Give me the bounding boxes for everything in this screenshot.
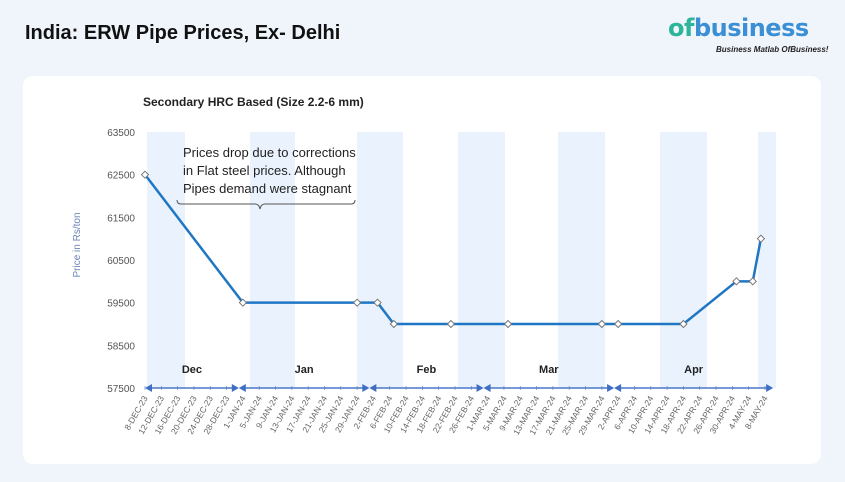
arrow-head-right [607,384,615,392]
data-point-marker [389,319,399,329]
y-tick-label: 57500 [107,384,135,395]
y-axis-label: Price in Rs/ton [72,212,83,277]
arrow-head-right [231,384,239,392]
background-band [558,132,605,388]
data-point-marker [238,298,248,307]
chart-title: Secondary HRC Based (Size 2.2-6 mm) [143,95,364,109]
background-band [357,132,403,388]
page-title: India: ERW Pipe Prices, Ex- Delhi [25,22,341,44]
data-point-marker [679,319,688,329]
data-point-marker [373,298,382,307]
data-point-marker [732,277,741,286]
data-point-marker [597,319,607,329]
logo-tagline: Business Matlab OfBusiness! [716,45,829,54]
arrow-head-left [483,384,491,392]
background-band [458,132,505,388]
y-tick-label: 63500 [107,128,135,139]
data-point-marker [613,319,623,329]
arrow-head-right [766,384,774,392]
data-point-marker [756,234,766,243]
data-point-marker [748,277,757,286]
annotation-line-2: in Flat steel prices. Although [183,163,346,178]
month-label: Dec [182,364,202,376]
month-label: Jan [295,364,314,376]
background-band [758,132,776,388]
data-point-marker [503,319,513,329]
data-point-marker [352,298,362,307]
annotation: Prices drop due to corrections in Flat s… [176,145,356,210]
arrow-head-left [369,384,377,392]
y-tick-label: 60500 [107,256,135,267]
y-tick-label: 59500 [107,299,135,310]
y-tick-label: 61500 [107,213,135,224]
annotation-line-1: Prices drop due to corrections [183,145,356,160]
annotation-brace [176,199,356,210]
logo-word: ofbusiness [668,14,809,42]
arrow-head-right [476,384,484,392]
arrow-head-right [362,384,370,392]
month-label: Feb [417,364,437,376]
month-label: Apr [684,364,704,376]
background-band [147,132,185,388]
y-tick-label: 62500 [107,171,135,182]
background-band [660,132,707,388]
annotation-line-3: Pipes demand were stagnant [183,181,352,196]
month-label: Mar [539,364,559,376]
arrow-head-left [145,384,152,392]
data-point-marker [446,319,456,329]
y-tick-label: 58500 [107,341,135,352]
ofbusiness-logo: ofbusiness Business Matlab OfBusiness! [668,14,838,55]
data-point-marker [140,170,150,179]
background-band [250,132,295,388]
arrow-head-left [614,384,622,392]
arrow-head-left [238,384,246,392]
